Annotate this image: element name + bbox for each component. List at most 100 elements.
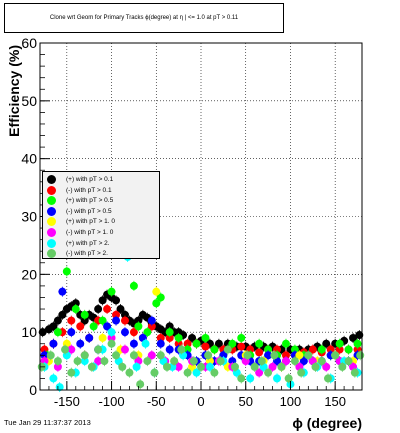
- data-point: [270, 351, 279, 360]
- data-point: [163, 362, 172, 371]
- data-point: [326, 345, 335, 354]
- data-point: [255, 339, 264, 348]
- legend-label: (+) with pT > 0.1: [66, 176, 114, 183]
- data-point: [53, 328, 62, 337]
- data-point: [214, 339, 223, 348]
- data-point: [147, 316, 156, 325]
- data-point: [150, 368, 159, 377]
- axis-ticks: -150 -100 -50 0 50 100 150 0 10 20 30 40 50 60: [21, 35, 363, 409]
- legend-label: (-) with pT > 0.5: [66, 207, 112, 215]
- data-point: [112, 296, 121, 305]
- data-point: [335, 345, 344, 354]
- data-point: [156, 351, 165, 360]
- data-point: [49, 322, 58, 331]
- grid-lines: [40, 43, 362, 390]
- legend-label: (-) with pT > 0.1: [66, 186, 112, 194]
- data-point: [250, 362, 259, 371]
- data-point: [98, 316, 107, 325]
- legend-marker: [47, 238, 56, 248]
- data-point: [237, 342, 246, 351]
- data-point: [353, 339, 362, 348]
- data-point: [338, 362, 347, 371]
- legend-marker: [47, 249, 56, 259]
- data-point: [80, 357, 89, 366]
- data-point: [317, 345, 326, 354]
- data-point: [317, 357, 326, 366]
- data-point: [324, 374, 333, 383]
- data-point: [143, 328, 152, 337]
- legend-entry: (-) with pT > 0.1: [47, 185, 159, 196]
- data-point: [350, 368, 359, 377]
- data-point: [183, 368, 192, 377]
- data-point: [237, 333, 246, 342]
- data-point: [322, 339, 331, 348]
- data-point: [67, 328, 76, 337]
- data-point: [147, 322, 156, 331]
- data-point: [120, 310, 129, 319]
- data-point: [197, 362, 205, 371]
- data-point: [331, 351, 340, 360]
- data-point: [120, 316, 129, 325]
- legend-entry: (-) with pT > 2.: [47, 248, 159, 259]
- y-tick-label: 30: [21, 209, 37, 225]
- data-points: [37, 237, 365, 393]
- data-point: [107, 339, 116, 348]
- data-point: [98, 296, 107, 305]
- data-point: [129, 281, 138, 290]
- y-tick-label: 0: [29, 382, 37, 398]
- data-point: [201, 342, 210, 351]
- y-tick-label: 40: [21, 151, 37, 167]
- data-point: [290, 345, 299, 354]
- y-axis-label: Efficiency (%): [6, 45, 22, 137]
- legend-marker: [47, 196, 56, 206]
- data-point: [58, 310, 67, 319]
- series-7: [37, 338, 365, 390]
- legend-entry: (+) with pT > 0.1: [47, 174, 159, 185]
- legend-label: (-) with pT > 2.: [66, 250, 108, 258]
- data-point: [264, 345, 273, 354]
- data-point: [94, 305, 103, 314]
- data-point: [273, 374, 282, 383]
- legend-label: (+) with pT > 2.: [66, 239, 110, 247]
- data-point: [243, 351, 252, 360]
- data-point: [156, 339, 165, 348]
- data-point: [174, 333, 183, 342]
- data-point: [136, 380, 145, 389]
- data-point: [100, 357, 109, 366]
- data-point: [183, 345, 192, 354]
- legend-marker: [47, 217, 56, 227]
- data-point: [143, 357, 152, 366]
- legend-marker: [47, 228, 56, 237]
- data-point: [80, 351, 89, 360]
- legend-marker: [47, 185, 56, 195]
- data-point: [62, 267, 71, 276]
- data-point: [156, 333, 165, 342]
- data-point: [264, 368, 273, 377]
- data-point: [210, 345, 219, 354]
- data-point: [174, 362, 183, 371]
- data-point: [49, 339, 58, 348]
- data-point: [80, 310, 89, 319]
- data-point: [94, 357, 103, 366]
- data-point: [67, 345, 76, 354]
- data-point: [85, 333, 94, 342]
- x-tick-label: -50: [147, 394, 166, 409]
- data-point: [349, 333, 358, 342]
- data-point: [152, 287, 161, 296]
- data-point: [192, 339, 201, 348]
- data-point: [356, 351, 365, 360]
- data-point: [118, 362, 127, 371]
- data-point: [71, 305, 80, 314]
- data-point: [295, 351, 304, 360]
- data-point: [129, 351, 138, 360]
- data-point: [188, 333, 197, 342]
- data-point: [87, 362, 96, 371]
- data-point: [344, 357, 353, 366]
- data-point: [89, 322, 98, 331]
- legend-label: (-) with pT > 1. 0: [66, 229, 114, 236]
- y-tick-label: 10: [21, 324, 37, 340]
- legend-entry: (-) with pT > 0.5: [47, 206, 159, 217]
- data-point: [297, 368, 306, 377]
- data-point: [165, 345, 174, 354]
